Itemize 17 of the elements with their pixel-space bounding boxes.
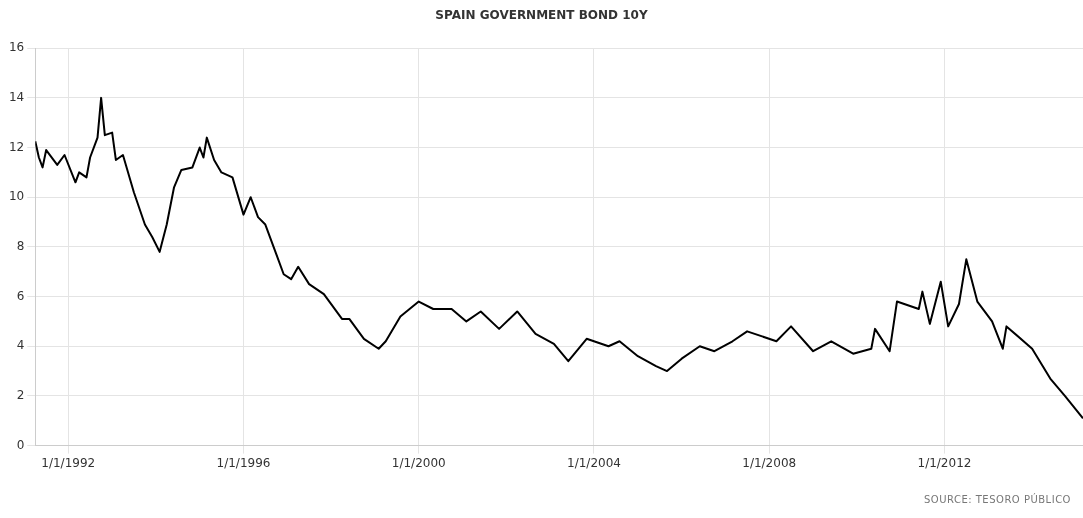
y-tick-label: 6	[16, 288, 25, 303]
y-tick-label: 2	[16, 388, 25, 403]
y-tick-label: 14	[8, 90, 25, 104]
x-tick-label: 1/1/1992	[41, 455, 96, 470]
y-tick-label: 16	[8, 40, 25, 55]
y-tick-label: 10	[8, 189, 25, 204]
x-tick-label: 1/1/2000	[391, 455, 446, 470]
x-tick-label: 1/1/1996	[216, 455, 271, 470]
y-tick-label: 0	[16, 437, 25, 452]
x-tick-label: 1/1/2008	[742, 455, 797, 470]
source-note: SOURCE: TESORO PÚBLICO	[923, 494, 1071, 505]
x-tick-label: 1/1/2012	[917, 455, 972, 470]
y-tick-label: 8	[16, 239, 25, 254]
chart-title: SPAIN GOVERNMENT BOND 10Y	[434, 8, 649, 22]
y-tick-label: 4	[16, 338, 25, 353]
x-tick-label: 1/1/2004	[567, 455, 621, 470]
y-tick-label: 12	[8, 139, 25, 154]
